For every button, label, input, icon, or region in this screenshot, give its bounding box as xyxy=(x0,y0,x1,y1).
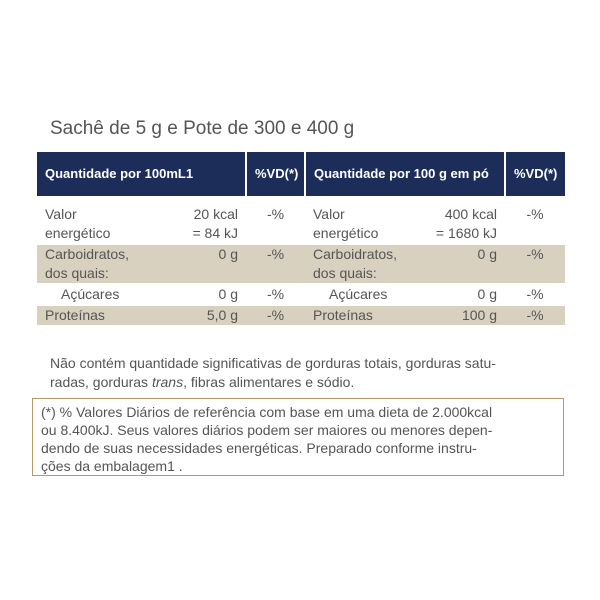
table-body: Valor energético 20 kcal = 84 kJ -% Valor ener… xyxy=(37,196,565,325)
cell-line: -% xyxy=(526,246,544,262)
cell-line: Carboidratos, xyxy=(313,246,398,262)
table-cell: -% xyxy=(505,203,565,244)
table-row: Açúcares 0 g -% Açúcares 0 g -% xyxy=(37,283,565,305)
cell-line: -% xyxy=(266,246,285,262)
note: Não contém quantidade significativas de … xyxy=(50,354,496,392)
table-cell: Valor energético xyxy=(37,203,170,244)
cell-line: Açúcares xyxy=(61,286,120,302)
cell-line: Proteínas xyxy=(45,307,105,323)
table-cell: Açúcares xyxy=(37,283,170,305)
table-cell: -% xyxy=(246,283,305,305)
table-cell: -% xyxy=(246,243,305,284)
table-cell: 100 g xyxy=(420,304,505,325)
table-cell: 0 g xyxy=(420,243,505,284)
cell-line: -% xyxy=(526,206,544,222)
note-line: radas, gorduras trans, fibras alimentare… xyxy=(50,373,496,392)
table-cell: -% xyxy=(505,243,565,284)
spacer xyxy=(37,196,565,204)
cell-line: energético xyxy=(45,225,111,241)
note-line: Não contém quantidade significativas de … xyxy=(50,355,496,371)
cell-line: Carboidratos, xyxy=(45,246,130,262)
table-cell: -% xyxy=(505,283,565,305)
cell-line: -% xyxy=(266,307,285,323)
title: Sachê de 5 g e Pote de 300 e 400 g xyxy=(50,118,355,139)
cell-line: 0 g xyxy=(218,246,238,262)
table-cell: Proteínas xyxy=(37,304,170,325)
cell-line: = 84 kJ xyxy=(192,225,238,241)
header-cell: %VD(*) xyxy=(245,152,305,196)
italic-text: trans xyxy=(151,374,184,390)
text: radas, gorduras xyxy=(50,374,152,390)
cell-line: Açúcares xyxy=(329,286,388,302)
cell-line: energético xyxy=(313,225,379,241)
cell-line: 0 g xyxy=(477,246,497,262)
cell-line: Proteínas xyxy=(313,307,373,323)
text: , fibras alimentares e sódio. xyxy=(183,374,355,390)
cell-line: 20 kcal xyxy=(193,206,238,222)
footnote-box: (*) % Valores Diários de referência com … xyxy=(32,398,564,476)
cell-line: 0 g xyxy=(477,286,497,302)
table-cell: 20 kcal = 84 kJ xyxy=(170,203,246,244)
footnote-line: ções da embalagem1 . xyxy=(41,458,183,474)
cell-line: Valor xyxy=(313,206,345,222)
table-cell: Proteínas xyxy=(305,304,420,325)
table-cell: 0 g xyxy=(170,283,246,305)
header-cell: %VD(*) xyxy=(504,152,565,196)
table-cell: 0 g xyxy=(170,243,246,284)
footnote-line: ou 8.400kJ. Seus valores diários podem s… xyxy=(41,422,493,438)
cell-line: 400 kcal xyxy=(444,206,497,222)
table-cell: 0 g xyxy=(420,283,505,305)
cell-line: -% xyxy=(526,307,544,323)
header-cell: Quantidade por 100 g em pó xyxy=(304,152,505,196)
table-row: Valor energético 20 kcal = 84 kJ -% Valor ener… xyxy=(37,203,565,244)
header-row: Quantidade por 100mL1 %VD(*) Quantidade … xyxy=(37,152,565,196)
cell-line: -% xyxy=(266,206,285,222)
nutrition-table: Quantidade por 100mL1 %VD(*) Quantidade … xyxy=(37,152,565,325)
cell-line: dos quais: xyxy=(313,265,377,281)
table-cell: Carboidratos, dos quais: xyxy=(37,243,170,284)
cell-line: 5,0 g xyxy=(206,307,238,323)
cell-line: dos quais: xyxy=(45,265,109,281)
cell-line: = 1680 kJ xyxy=(435,225,497,241)
table-cell: -% xyxy=(246,304,305,325)
table-cell: 5,0 g xyxy=(170,304,246,325)
table-cell: Carboidratos, dos quais: xyxy=(305,243,420,284)
cell-line: -% xyxy=(526,286,544,302)
cell-line: -% xyxy=(266,286,285,302)
cell-line: 100 g xyxy=(461,307,497,323)
table-cell: -% xyxy=(246,203,305,244)
table-cell: 400 kcal = 1680 kJ xyxy=(420,203,505,244)
table-cell: -% xyxy=(505,304,565,325)
table-cell: Açúcares xyxy=(305,283,420,305)
footnote-line: (*) % Valores Diários de referência com … xyxy=(41,404,493,420)
cell-line: 0 g xyxy=(218,286,238,302)
table-row: Proteínas 5,0 g -% Proteínas 100 g -% xyxy=(37,304,565,325)
cell-line: Valor xyxy=(45,206,77,222)
footnote-line: dendo de suas necessidades energéticas. … xyxy=(41,440,477,456)
table-cell: Valor energético xyxy=(305,203,420,244)
header-cell: Quantidade por 100mL1 xyxy=(37,152,246,196)
table-row: Carboidratos, dos quais: 0 g -% Carboidratos… xyxy=(37,243,565,284)
